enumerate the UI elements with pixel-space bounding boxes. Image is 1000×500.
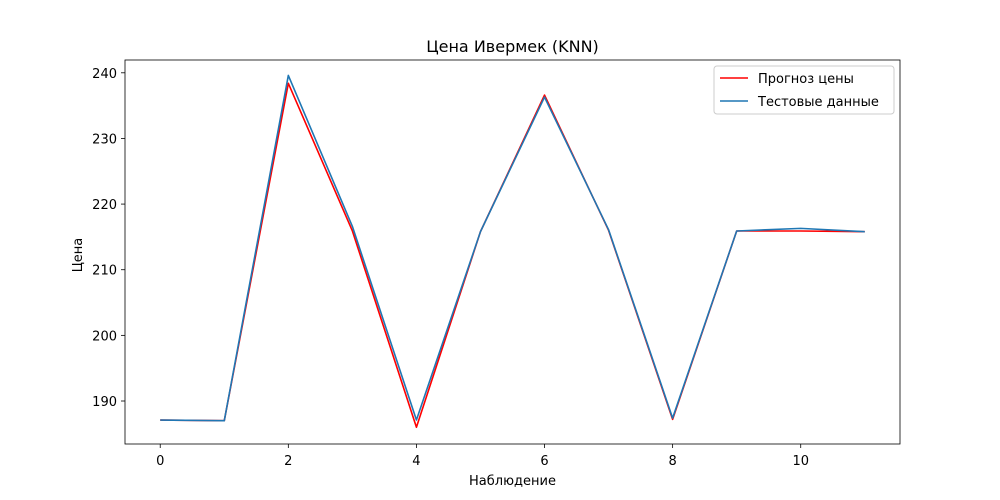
y-axis-label: Цена <box>71 238 86 273</box>
x-tick-label: 4 <box>412 454 420 469</box>
plot-area: 0 2 4 6 8 10 190 200 210 220 230 240 <box>92 59 901 469</box>
x-axis-label: Наблюдение <box>469 474 556 489</box>
y-tick-label: 200 <box>92 329 117 344</box>
legend: Прогноз цены Тестовые данные <box>713 65 895 115</box>
chart-title: Цена Ивермек (KNN) <box>426 37 599 56</box>
x-tick-label: 6 <box>540 454 548 469</box>
legend-box <box>713 65 895 115</box>
legend-label: Прогноз цены <box>758 72 854 87</box>
y-tick-label: 220 <box>92 198 117 213</box>
x-tick-label: 0 <box>156 454 164 469</box>
y-tick-label: 190 <box>92 395 117 410</box>
x-tick-label: 10 <box>792 454 809 469</box>
y-tick-label: 210 <box>92 264 117 279</box>
x-tick-label: 2 <box>284 454 292 469</box>
y-tick-label: 230 <box>92 132 117 147</box>
y-tick-label: 240 <box>92 67 117 82</box>
series-line-test <box>160 74 865 422</box>
legend-label: Тестовые данные <box>757 95 879 110</box>
axes-frame <box>124 59 901 445</box>
x-tick-label: 8 <box>668 454 676 469</box>
